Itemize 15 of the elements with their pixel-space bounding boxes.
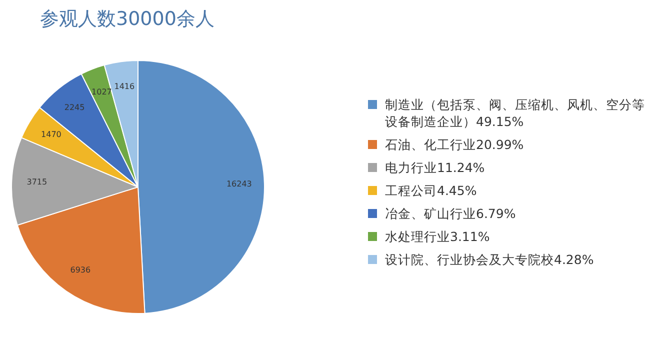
legend-label: 工程公司4.45% (385, 182, 477, 199)
data-label: 1416 (114, 82, 135, 91)
data-label: 3715 (26, 177, 48, 186)
data-label: 6936 (70, 265, 91, 274)
data-label: 2245 (64, 103, 85, 112)
legend-label: 石油、化工行业20.99% (385, 136, 524, 153)
data-label: 1470 (41, 130, 62, 140)
legend-label: 制造业（包括泵、阀、压缩机、风机、空分等设备制造企业）49.15% (385, 96, 646, 130)
data-label: 16243 (226, 179, 252, 188)
legend-label: 设计院、行业协会及大专院校4.28% (385, 251, 594, 268)
data-label: 1027 (92, 88, 112, 97)
legend-label: 水处理行业3.11% (385, 228, 490, 245)
legend-label: 冶金、矿山行业6.79% (385, 205, 516, 222)
chart-title: 参观人数30000余人 (40, 7, 214, 32)
legend-label: 电力行业11.24% (385, 159, 485, 176)
